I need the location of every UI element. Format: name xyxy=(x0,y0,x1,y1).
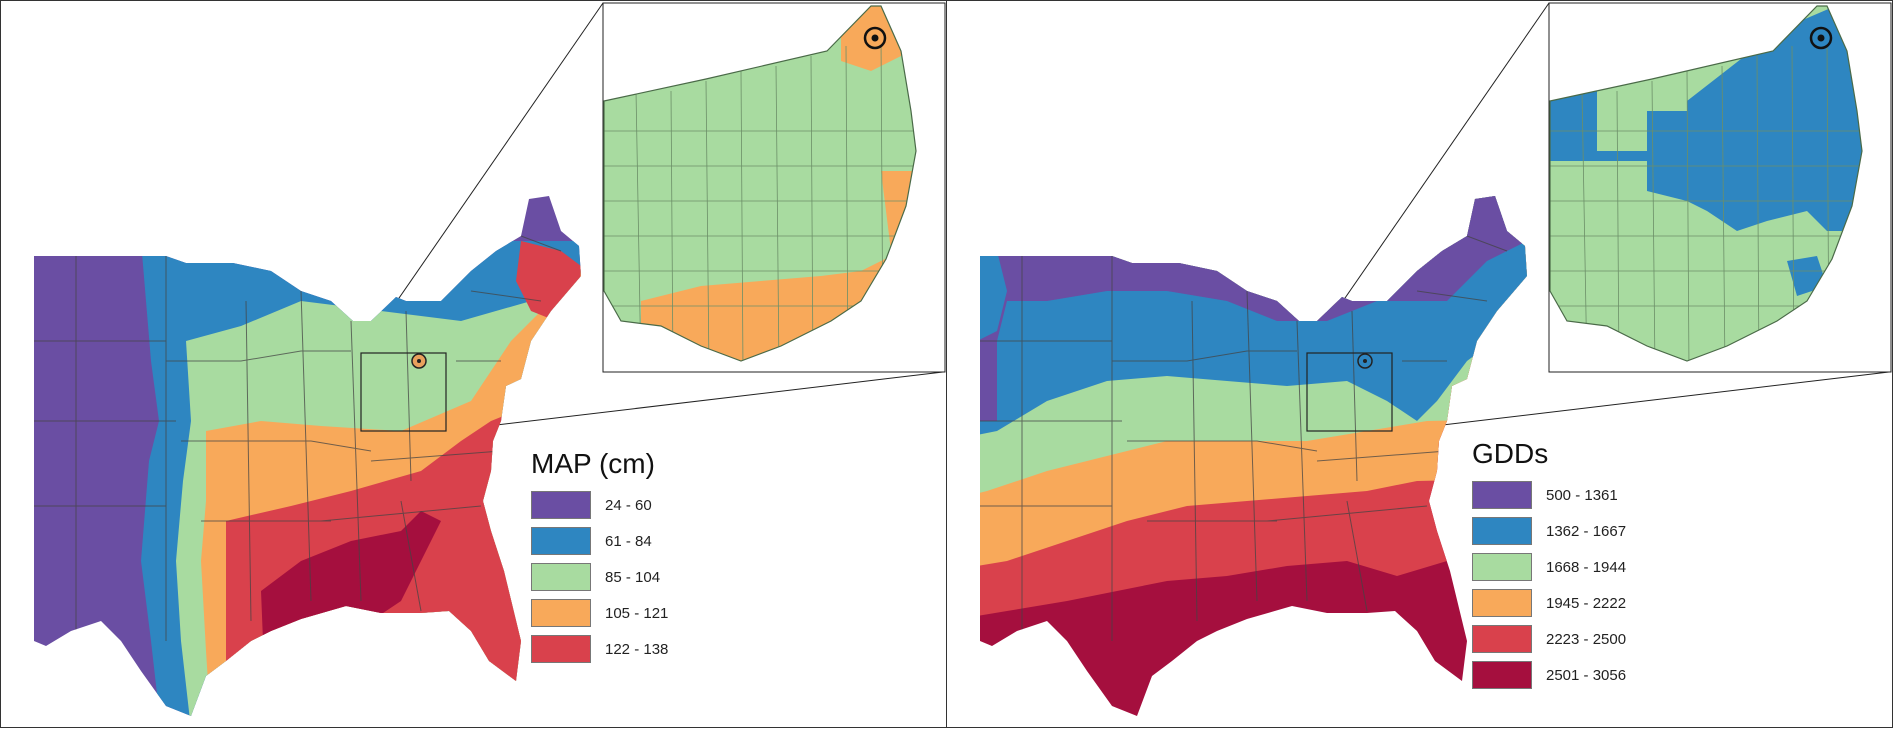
map-panel-precipitation: MAP (cm) 24 - 60 61 - 84 85 - 104 105 - … xyxy=(0,0,947,728)
study-area-box xyxy=(1306,352,1393,432)
study-area-box xyxy=(360,352,447,432)
inset-leader-line xyxy=(445,371,944,432)
ohio-outline xyxy=(603,5,917,362)
legend-label: 1945 - 2222 xyxy=(1546,594,1627,612)
precipitation-map xyxy=(34,2,946,716)
legend-label: 1362 - 1667 xyxy=(1546,522,1627,540)
legend-label: 105 - 121 xyxy=(605,604,669,622)
legend-title: GDDs xyxy=(1472,438,1549,469)
legend-swatch xyxy=(1472,481,1532,509)
legend-label: 2501 - 3056 xyxy=(1546,666,1627,684)
legend-label: 2223 - 2500 xyxy=(1546,630,1627,648)
ohio-county-lines xyxy=(604,35,916,361)
legend-item: 1362 - 1667 xyxy=(1472,513,1626,549)
legend-label: 122 - 138 xyxy=(605,640,669,658)
state-boundaries xyxy=(980,235,1508,641)
legend-swatch xyxy=(531,527,591,555)
legend-item: 61 - 84 xyxy=(531,523,668,559)
legend-label: 24 - 60 xyxy=(605,496,652,514)
legend-item: 2223 - 2500 xyxy=(1472,621,1626,657)
legend-item: 85 - 104 xyxy=(531,559,668,595)
legend-swatch xyxy=(1472,661,1532,689)
zone-darkred xyxy=(261,511,441,651)
inset-leader-line xyxy=(1306,2,1550,354)
ohio-outline xyxy=(1549,5,1863,362)
ohio-zone-blue xyxy=(1550,6,1862,231)
state-boundaries xyxy=(34,235,562,641)
legend-swatch xyxy=(1472,553,1532,581)
legend: GDDs 500 - 1361 1362 - 1667 1668 - 1944 … xyxy=(1472,439,1626,693)
site-bullseye-icon xyxy=(1809,26,1833,50)
legend-title: MAP (cm) xyxy=(531,448,655,479)
legend-label: 1668 - 1944 xyxy=(1546,558,1627,576)
site-bullseye-icon xyxy=(863,26,887,50)
legend-item: 1668 - 1944 xyxy=(1472,549,1626,585)
ohio-county-lines xyxy=(1550,35,1862,361)
legend-swatch xyxy=(531,491,591,519)
legend: MAP (cm) 24 - 60 61 - 84 85 - 104 105 - … xyxy=(531,449,668,667)
inset-leader-line xyxy=(360,2,604,354)
site-marker-icon xyxy=(411,353,427,369)
zone-blue-west xyxy=(980,251,1007,341)
legend-item: 2501 - 3056 xyxy=(1472,657,1626,693)
legend-item: 105 - 121 xyxy=(531,595,668,631)
legend-label: 61 - 84 xyxy=(605,532,652,550)
legend-swatch xyxy=(531,563,591,591)
legend-swatch xyxy=(531,599,591,627)
legend-swatch xyxy=(1472,625,1532,653)
legend-label: 500 - 1361 xyxy=(1546,486,1618,504)
inset-leader-line xyxy=(1391,371,1890,432)
legend-item: 500 - 1361 xyxy=(1472,477,1626,513)
legend-swatch xyxy=(1472,589,1532,617)
legend-item: 122 - 138 xyxy=(531,631,668,667)
legend-label: 85 - 104 xyxy=(605,568,661,586)
map-panel-gdd: GDDs 500 - 1361 1362 - 1667 1668 - 1944 … xyxy=(946,0,1893,728)
site-marker-icon xyxy=(1357,353,1373,369)
legend-item: 24 - 60 xyxy=(531,487,668,523)
legend-swatch xyxy=(531,635,591,663)
legend-swatch xyxy=(1472,517,1532,545)
legend-item: 1945 - 2222 xyxy=(1472,585,1626,621)
gdd-map xyxy=(980,2,1892,716)
